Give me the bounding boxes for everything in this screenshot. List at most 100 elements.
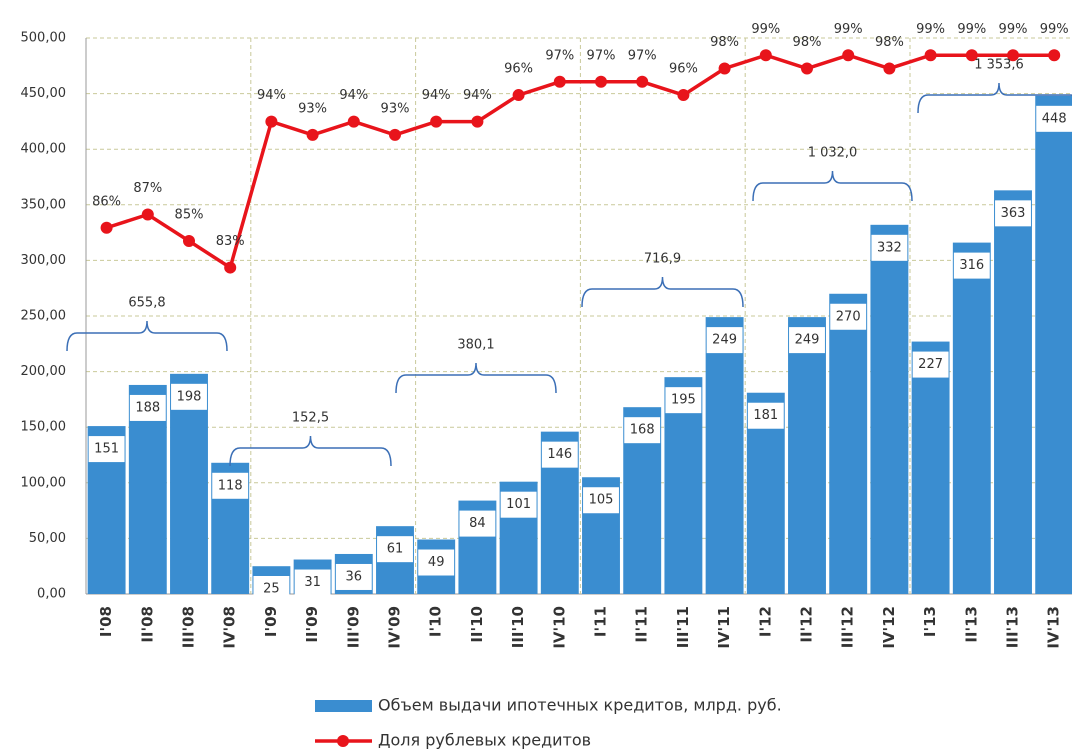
x-tick-label: IV'11 [715, 606, 733, 649]
brace-label: 655,8 [128, 296, 165, 311]
bar-label-box [624, 417, 661, 444]
x-tick-label: IV'09 [386, 606, 404, 649]
line-value-label: 99% [916, 22, 945, 37]
line-value-label: 93% [298, 101, 327, 116]
y-tick-label: 50,00 [29, 531, 66, 546]
bar-label-box [88, 436, 125, 463]
line [106, 53, 1055, 271]
bar [705, 317, 744, 594]
line-value-label: 99% [751, 22, 780, 37]
bar [952, 242, 991, 594]
line-value-label: 94% [422, 88, 451, 103]
bar-label-box [459, 510, 496, 537]
x-tick-label: IV'13 [1045, 606, 1063, 649]
bar [994, 190, 1032, 594]
bar-label-box [953, 252, 990, 279]
x-tick-label: II'09 [303, 606, 321, 643]
bar-value-label: 270 [836, 309, 861, 324]
brace [581, 276, 744, 308]
bar-label-box [871, 234, 908, 261]
bar-value-label: 25 [263, 582, 280, 597]
bar-label-box [665, 387, 702, 414]
line-point [801, 62, 813, 75]
bar-value-label: 181 [753, 408, 778, 423]
line-point [141, 208, 154, 221]
line-point [100, 221, 113, 234]
line-point [718, 62, 731, 75]
brace [395, 362, 557, 394]
x-tick-label: III'11 [674, 606, 692, 648]
brace-label: 152,5 [292, 411, 329, 426]
bar-value-label: 249 [712, 333, 737, 348]
y-tick-label: 500,00 [21, 31, 67, 46]
x-tick-label: II'13 [962, 606, 980, 643]
x-tick-label: III'12 [839, 606, 857, 648]
line-value-label: 98% [710, 35, 739, 50]
x-tick-label: I'13 [921, 606, 939, 637]
line-point [471, 115, 484, 128]
legend-label: Объем выдачи ипотечных кредитов, млрд. р… [378, 696, 782, 715]
bar-value-label: 363 [1001, 206, 1026, 221]
x-tick-label: IV'12 [880, 606, 898, 649]
line-point [1048, 49, 1061, 62]
bar-label-box [583, 487, 619, 514]
y-tick-label: 350,00 [21, 197, 67, 212]
bar-value-label: 316 [959, 258, 984, 273]
bar-value-label: 146 [547, 447, 572, 462]
line-value-label: 96% [504, 62, 533, 77]
line-value-label: 99% [834, 22, 863, 37]
bar-value-label: 101 [506, 497, 531, 512]
bar-label-box [541, 441, 578, 468]
bar-value-label: 36 [346, 569, 363, 584]
x-tick-label: II'08 [138, 606, 156, 643]
bar-label-box [335, 563, 372, 590]
brace [229, 435, 392, 467]
line-value-label: 98% [793, 35, 822, 50]
bar-value-label: 84 [469, 516, 486, 531]
bar-label-box [212, 472, 249, 499]
bar-label-box [912, 351, 949, 378]
line-value-label: 94% [463, 88, 492, 103]
bar-value-label: 168 [630, 423, 655, 438]
brace [752, 170, 913, 202]
brace-label: 1 353,6 [974, 58, 1024, 73]
line-point [553, 75, 566, 88]
line-value-label: 99% [957, 22, 986, 37]
bar-value-label: 227 [918, 357, 943, 372]
bar [870, 224, 909, 595]
line-value-label: 87% [133, 181, 162, 196]
bar-value-label: 31 [304, 575, 321, 590]
line-point [965, 49, 978, 62]
line-value-label: 97% [587, 48, 616, 63]
y-tick-label: 150,00 [21, 420, 67, 435]
line-value-label: 99% [1040, 22, 1069, 37]
bar-label-box [171, 383, 207, 410]
bar-label-box [789, 327, 825, 354]
bar [788, 317, 826, 594]
bar [170, 373, 208, 594]
line-value-label: 93% [381, 101, 410, 116]
bar-value-label: 332 [877, 240, 902, 255]
x-tick-label: II'10 [468, 606, 486, 643]
x-tick-label: II'11 [633, 606, 651, 643]
bar-label-box [706, 327, 743, 354]
bar [911, 341, 950, 594]
x-tick-label: I'10 [427, 606, 445, 637]
line-point [1007, 49, 1019, 62]
legend-swatch-point [337, 735, 349, 747]
bar-value-label: 188 [135, 400, 160, 415]
bar-label-box [995, 200, 1031, 227]
x-tick-label: III'10 [509, 606, 527, 648]
bar-label-box [500, 491, 537, 518]
bar [664, 377, 703, 594]
line-point [265, 115, 278, 128]
x-tick-label: III'13 [1004, 606, 1022, 648]
bar [1035, 95, 1072, 594]
line-value-label: 83% [216, 234, 245, 249]
brace [66, 320, 228, 352]
line-value-label: 86% [92, 194, 121, 209]
bar-value-label: 105 [589, 493, 614, 508]
y-tick-label: 250,00 [21, 309, 67, 324]
bar-value-label: 195 [671, 393, 696, 408]
bar-value-label: 448 [1042, 111, 1067, 126]
